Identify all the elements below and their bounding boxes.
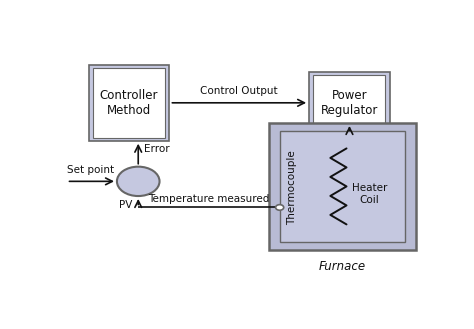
Circle shape <box>275 205 284 210</box>
Bar <box>280 131 404 242</box>
Bar <box>93 68 165 138</box>
Bar <box>313 75 385 130</box>
Bar <box>89 65 169 141</box>
Text: Thermocouple: Thermocouple <box>288 150 298 225</box>
Text: Temperature measured: Temperature measured <box>148 194 270 204</box>
Text: Error: Error <box>144 144 169 154</box>
Bar <box>309 72 390 133</box>
Text: Power
Regulator: Power Regulator <box>321 89 378 117</box>
Circle shape <box>117 167 160 196</box>
Text: Furnace: Furnace <box>319 260 365 273</box>
Text: Heater
Coil: Heater Coil <box>352 183 387 205</box>
Text: PV: PV <box>119 200 133 210</box>
Text: Control Output: Control Output <box>201 87 278 96</box>
Bar <box>269 123 416 250</box>
Text: Controller
Method: Controller Method <box>100 89 158 117</box>
Text: Set point: Set point <box>66 165 114 175</box>
